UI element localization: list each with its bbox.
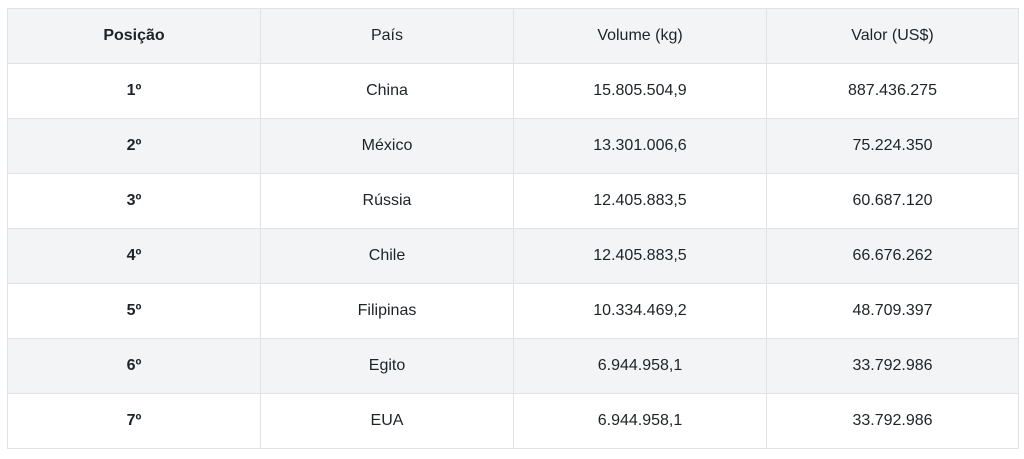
cell-position: 2º xyxy=(7,118,261,174)
table-row: 7º EUA 6.944.958,1 33.792.986 xyxy=(7,393,1019,449)
cell-country: Chile xyxy=(260,228,514,284)
cell-country: Filipinas xyxy=(260,283,514,339)
cell-value: 33.792.986 xyxy=(766,338,1019,394)
cell-position: 3º xyxy=(7,173,261,229)
cell-position: 5º xyxy=(7,283,261,339)
cell-value: 66.676.262 xyxy=(766,228,1019,284)
cell-volume: 6.944.958,1 xyxy=(513,393,767,449)
header-position: Posição xyxy=(7,8,261,64)
cell-country: EUA xyxy=(260,393,514,449)
cell-volume: 6.944.958,1 xyxy=(513,338,767,394)
cell-volume: 13.301.006,6 xyxy=(513,118,767,174)
cell-value: 887.436.275 xyxy=(766,63,1019,119)
ranking-table-container: Posição País Volume (kg) Valor (US$) 1º … xyxy=(7,8,1019,449)
ranking-table: Posição País Volume (kg) Valor (US$) 1º … xyxy=(7,8,1019,449)
cell-volume: 12.405.883,5 xyxy=(513,228,767,284)
cell-position: 7º xyxy=(7,393,261,449)
cell-volume: 12.405.883,5 xyxy=(513,173,767,229)
header-volume: Volume (kg) xyxy=(513,8,767,64)
cell-country: México xyxy=(260,118,514,174)
cell-position: 4º xyxy=(7,228,261,284)
cell-value: 48.709.397 xyxy=(766,283,1019,339)
cell-country: Egito xyxy=(260,338,514,394)
table-row: 5º Filipinas 10.334.469,2 48.709.397 xyxy=(7,283,1019,339)
cell-country: China xyxy=(260,63,514,119)
cell-value: 33.792.986 xyxy=(766,393,1019,449)
table-header-row: Posição País Volume (kg) Valor (US$) xyxy=(7,8,1019,64)
cell-value: 60.687.120 xyxy=(766,173,1019,229)
table-row: 1º China 15.805.504,9 887.436.275 xyxy=(7,63,1019,119)
cell-volume: 10.334.469,2 xyxy=(513,283,767,339)
cell-volume: 15.805.504,9 xyxy=(513,63,767,119)
cell-position: 6º xyxy=(7,338,261,394)
header-value: Valor (US$) xyxy=(766,8,1019,64)
cell-value: 75.224.350 xyxy=(766,118,1019,174)
cell-country: Rússia xyxy=(260,173,514,229)
header-country: País xyxy=(260,8,514,64)
table-row: 6º Egito 6.944.958,1 33.792.986 xyxy=(7,338,1019,394)
table-row: 4º Chile 12.405.883,5 66.676.262 xyxy=(7,228,1019,284)
table-row: 2º México 13.301.006,6 75.224.350 xyxy=(7,118,1019,174)
cell-position: 1º xyxy=(7,63,261,119)
table-row: 3º Rússia 12.405.883,5 60.687.120 xyxy=(7,173,1019,229)
